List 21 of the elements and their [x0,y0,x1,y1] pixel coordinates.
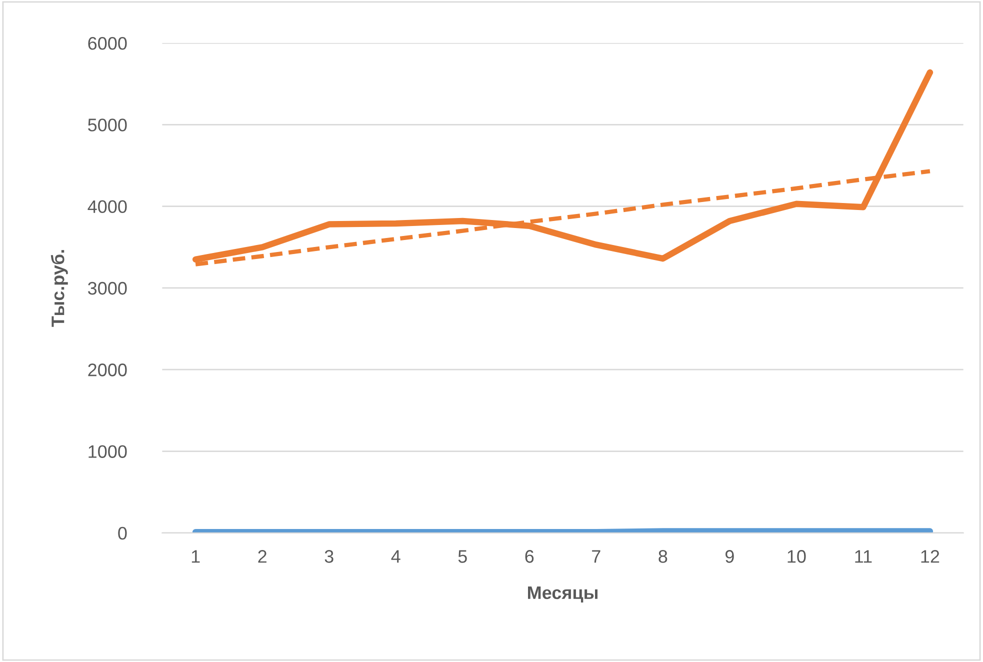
x-tick-label: 9 [726,550,734,563]
x-tick-label: 1 [192,550,200,563]
x-tick-label: 10 [788,550,806,563]
x-tick-label: 4 [391,550,400,563]
x-tick-label: 8 [658,550,668,563]
x-tick-label: 7 [592,550,600,563]
y-tick-label: 5000 [88,118,127,132]
y-tick-label: 4000 [88,200,127,214]
y-axis-title: Тыс.руб. [50,250,68,327]
x-axis-title: Месяцы [528,586,598,603]
x-tick-label: 11 [855,550,872,563]
x-tick-label: 3 [324,550,334,563]
x-tick-label: 6 [525,550,534,563]
x-tick-label: 2 [258,550,266,563]
y-tick-label: 0 [118,526,127,540]
y-tick-label: 3000 [88,282,127,295]
x-tick-label: 5 [458,550,467,563]
x-tick-label: 12 [921,550,940,563]
y-tick-label: 2000 [88,364,127,376]
y-tick-label: 1000 [88,445,127,458]
y-tick-label: 6000 [88,36,127,50]
